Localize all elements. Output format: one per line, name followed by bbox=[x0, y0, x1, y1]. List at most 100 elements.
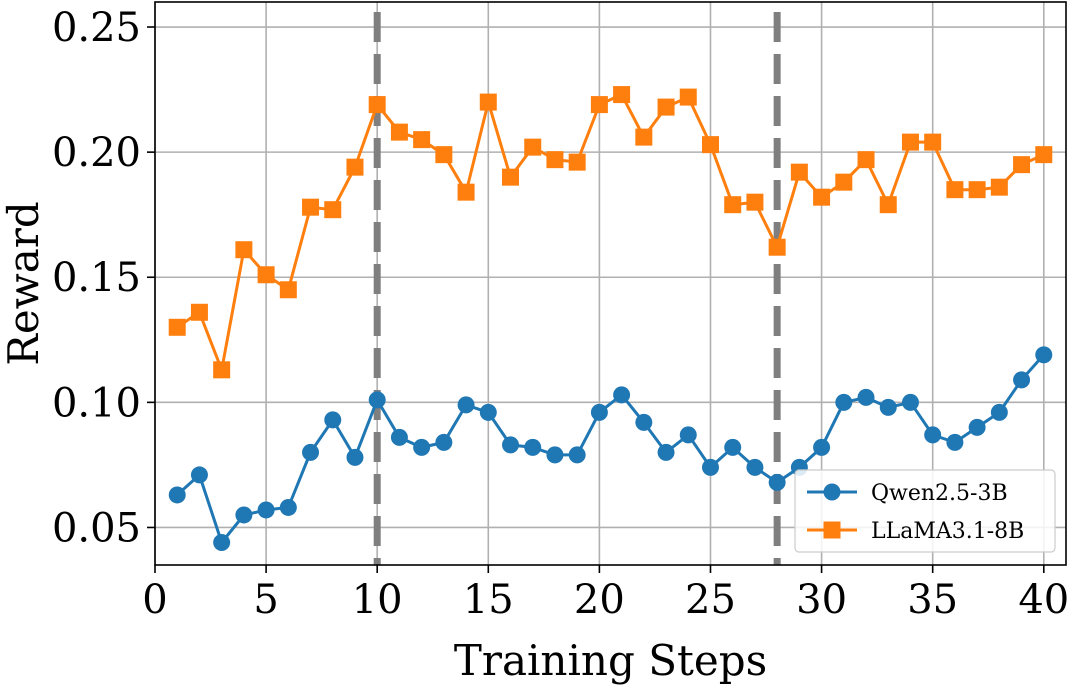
data-point bbox=[701, 458, 719, 476]
x-tick-label: 40 bbox=[1018, 577, 1069, 623]
series-line bbox=[176, 92, 1045, 376]
data-point bbox=[413, 438, 431, 456]
data-point bbox=[679, 88, 697, 106]
data-point bbox=[302, 198, 320, 216]
data-point bbox=[368, 96, 386, 114]
data-point bbox=[546, 446, 564, 464]
data-point bbox=[524, 438, 542, 456]
data-point bbox=[1013, 156, 1031, 174]
x-tick-label: 20 bbox=[574, 577, 625, 623]
data-point bbox=[768, 238, 786, 256]
y-tick-label: 0.25 bbox=[52, 5, 141, 51]
data-point bbox=[479, 403, 497, 421]
data-point bbox=[924, 426, 942, 444]
data-point bbox=[168, 318, 186, 336]
plot-frame bbox=[154, 1, 1067, 566]
x-tick-label: 25 bbox=[685, 577, 736, 623]
data-point bbox=[590, 403, 608, 421]
data-point bbox=[235, 241, 253, 259]
x-tick-label: 35 bbox=[907, 577, 958, 623]
data-point bbox=[790, 163, 808, 181]
data-point bbox=[568, 446, 586, 464]
data-point bbox=[368, 391, 386, 409]
data-point bbox=[502, 168, 520, 186]
data-point bbox=[257, 266, 275, 284]
data-point bbox=[279, 498, 297, 516]
data-point bbox=[435, 146, 453, 164]
data-point bbox=[346, 158, 364, 176]
data-point bbox=[279, 281, 297, 299]
data-point bbox=[879, 196, 897, 214]
legend-marker bbox=[823, 521, 841, 539]
data-point bbox=[568, 153, 586, 171]
data-point bbox=[835, 173, 853, 191]
data-point bbox=[879, 398, 897, 416]
data-point bbox=[901, 133, 919, 151]
data-point bbox=[946, 433, 964, 451]
legend-label: LLaMA3.1-8B bbox=[871, 519, 1024, 544]
data-point bbox=[857, 388, 875, 406]
legend-marker bbox=[823, 483, 841, 501]
data-point bbox=[235, 506, 253, 524]
data-point bbox=[457, 183, 475, 201]
data-point bbox=[524, 138, 542, 156]
data-point bbox=[746, 193, 764, 211]
y-tick-label: 0.10 bbox=[52, 380, 141, 426]
x-tick-label: 5 bbox=[253, 577, 278, 623]
x-tick-label: 10 bbox=[352, 577, 403, 623]
series-line bbox=[176, 353, 1045, 546]
data-point bbox=[546, 151, 564, 169]
data-point bbox=[1035, 146, 1053, 164]
x-tick-label: 15 bbox=[463, 577, 514, 623]
data-point bbox=[324, 411, 342, 429]
legend-box bbox=[794, 469, 1056, 553]
data-point bbox=[946, 181, 964, 199]
series-group bbox=[168, 86, 1053, 551]
x-axis-title: Training Steps bbox=[454, 636, 767, 685]
y-tick-label: 0.05 bbox=[52, 505, 141, 551]
legend-item: LLaMA3.1-8B bbox=[807, 519, 1024, 544]
data-point bbox=[390, 123, 408, 141]
data-point bbox=[324, 201, 342, 219]
data-point bbox=[990, 178, 1008, 196]
data-point bbox=[213, 533, 231, 551]
data-point bbox=[190, 466, 208, 484]
y-axis-title: Reward bbox=[0, 201, 48, 365]
data-point bbox=[701, 136, 719, 154]
data-point bbox=[435, 433, 453, 451]
data-point bbox=[813, 438, 831, 456]
legend-label: Qwen2.5-3B bbox=[871, 481, 1008, 506]
data-point bbox=[968, 181, 986, 199]
y-tick-label: 0.15 bbox=[52, 255, 141, 301]
data-point bbox=[302, 443, 320, 461]
data-point bbox=[502, 436, 520, 454]
data-point bbox=[390, 428, 408, 446]
y-tick-label: 0.20 bbox=[52, 130, 141, 176]
data-point bbox=[613, 386, 631, 404]
data-point bbox=[213, 361, 231, 379]
data-point bbox=[857, 151, 875, 169]
data-point bbox=[968, 418, 986, 436]
vertical-markers bbox=[373, 12, 781, 565]
legend: Qwen2.5-3B LLaMA3.1-8B bbox=[794, 469, 1056, 553]
data-point bbox=[190, 303, 208, 321]
data-point bbox=[813, 188, 831, 206]
data-point bbox=[901, 393, 919, 411]
data-point bbox=[724, 438, 742, 456]
series-LLaMA3.1-8B bbox=[168, 86, 1053, 379]
x-tick-label: 30 bbox=[796, 577, 847, 623]
data-point bbox=[657, 98, 675, 116]
data-point bbox=[413, 131, 431, 149]
data-point bbox=[835, 393, 853, 411]
axis-ticks: 0 5 10 15 20 25 30 35 40 0.05 0.10 0.15 0.20 0.25 bbox=[52, 5, 1069, 623]
data-point bbox=[635, 128, 653, 146]
data-point bbox=[346, 448, 364, 466]
data-point bbox=[1013, 371, 1031, 389]
data-point bbox=[724, 196, 742, 214]
data-point bbox=[679, 426, 697, 444]
data-point bbox=[657, 443, 675, 461]
data-point bbox=[768, 473, 786, 491]
data-point bbox=[613, 86, 631, 104]
data-point bbox=[590, 96, 608, 114]
data-point bbox=[1035, 346, 1053, 364]
